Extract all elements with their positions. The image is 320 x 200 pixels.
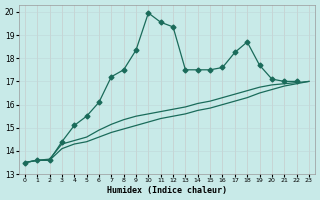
X-axis label: Humidex (Indice chaleur): Humidex (Indice chaleur) bbox=[107, 186, 227, 195]
